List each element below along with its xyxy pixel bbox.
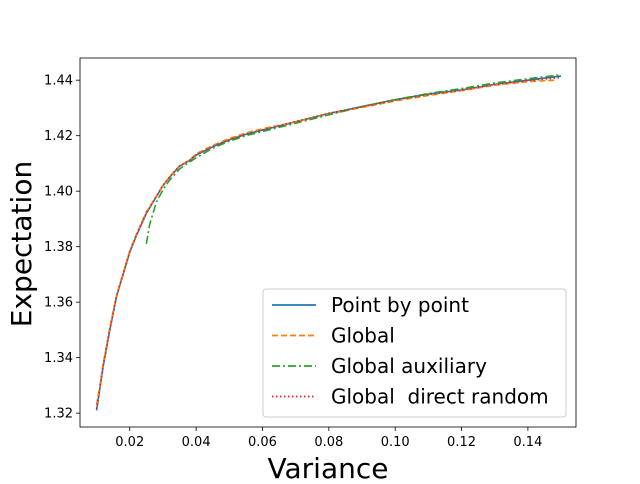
- y-tick-label: 1.42: [44, 129, 73, 144]
- y-tick-label: 1.36: [44, 296, 73, 311]
- series-line-4: [95, 76, 562, 410]
- plot-area-frame: [79, 57, 577, 428]
- y-axis: 1.32 1.34 1.36 1.38 1.40 1.42 1.44: [44, 74, 80, 422]
- legend: Point by point Global Global auxiliary Glob…: [262, 288, 567, 418]
- legend-frame: [262, 288, 567, 418]
- x-tick-label: 0.08: [314, 435, 343, 450]
- y-tick-label: 1.40: [44, 185, 73, 200]
- x-tick-label: 0.02: [115, 435, 144, 450]
- legend-label-2: Global: [331, 324, 395, 348]
- x-tick-label: 0.10: [381, 435, 410, 450]
- x-tick-label: 0.06: [248, 435, 277, 450]
- legend-label-4: Global direct random: [331, 385, 549, 409]
- x-axis: 0.02 0.04 0.06 0.08 0.10 0.12 0.14: [115, 427, 542, 450]
- y-tick-label: 1.32: [44, 407, 73, 422]
- y-tick-label: 1.38: [44, 240, 73, 255]
- x-tick-label: 0.04: [182, 435, 211, 450]
- x-axis-label: Variance: [268, 452, 389, 480]
- y-tick-label: 1.44: [44, 74, 73, 89]
- y-axis-label: Expectation: [5, 161, 38, 327]
- series-layer: [95, 73, 562, 411]
- legend-label-1: Point by point: [331, 293, 469, 317]
- x-tick-label: 0.12: [447, 435, 476, 450]
- legend-label-3: Global auxiliary: [331, 354, 487, 378]
- series-line-3: [145, 73, 562, 245]
- x-tick-label: 0.14: [513, 435, 542, 450]
- y-tick-label: 1.34: [44, 351, 73, 366]
